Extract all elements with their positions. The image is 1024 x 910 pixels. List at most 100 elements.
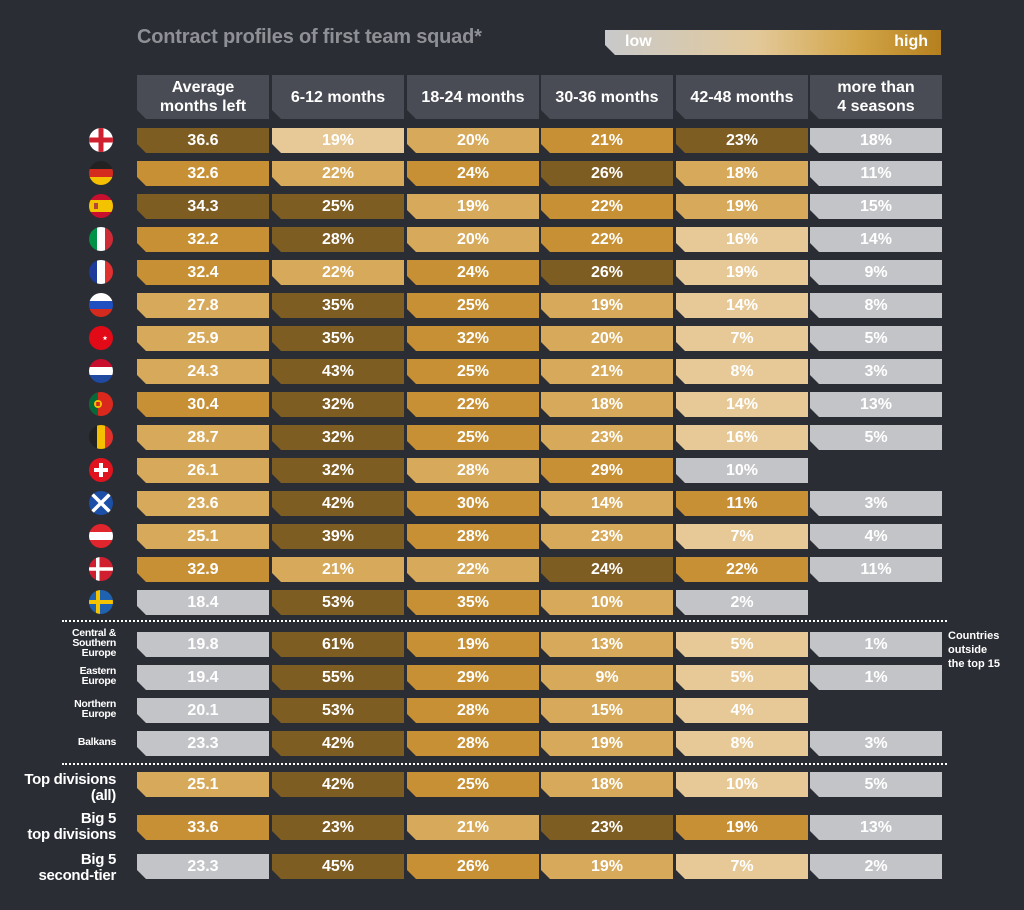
table-cell: 25.1 (137, 772, 269, 797)
table-cell: 10% (541, 590, 673, 615)
table-cell: 4% (810, 524, 942, 549)
table-cell: 32% (272, 458, 404, 483)
france-flag-icon (88, 259, 114, 285)
table-cell: 5% (810, 326, 942, 351)
note-line: the top 15 (948, 658, 1000, 670)
table-cell: 25% (407, 359, 539, 384)
table-cell: 27.8 (137, 293, 269, 318)
table-cell: 19% (676, 260, 808, 285)
switzerland-flag-icon (88, 457, 114, 483)
table-cell: 28% (407, 698, 539, 723)
sweden-flag-icon (88, 589, 114, 615)
table-cell: 33.6 (137, 815, 269, 840)
table-cell: 42% (272, 772, 404, 797)
table-cell: 4% (676, 698, 808, 723)
table-cell: 23.3 (137, 731, 269, 756)
table-cell: 42% (272, 731, 404, 756)
row-label-line: Europe (81, 708, 117, 720)
table-cell: 28% (407, 524, 539, 549)
table-cell: 9% (810, 260, 942, 285)
belgium-flag-icon (88, 424, 114, 450)
table-cell: 26.1 (137, 458, 269, 483)
table-cell: 21% (407, 815, 539, 840)
row-label: Top divisions (all) (0, 772, 116, 804)
table-cell: 14% (676, 392, 808, 417)
row-label-line: Europe (81, 647, 117, 659)
column-header: 30-36 months (541, 75, 673, 119)
table-cell: 19% (541, 731, 673, 756)
table-cell: 19.4 (137, 665, 269, 690)
color-legend: low high (605, 30, 941, 55)
table-cell: 15% (810, 194, 942, 219)
table-cell: 23.6 (137, 491, 269, 516)
table-cell: 34.3 (137, 194, 269, 219)
table-cell: 32.9 (137, 557, 269, 582)
table-cell: 13% (541, 632, 673, 657)
table-cell: 11% (810, 557, 942, 582)
table-cell: 8% (810, 293, 942, 318)
table-cell: 23% (272, 815, 404, 840)
table-cell: 14% (541, 491, 673, 516)
table-cell: 35% (272, 293, 404, 318)
table-cell: 55% (272, 665, 404, 690)
table-cell: 39% (272, 524, 404, 549)
table-cell: 15% (541, 698, 673, 723)
table-cell: 32.6 (137, 161, 269, 186)
england-flag-icon (88, 127, 114, 153)
row-label-line: Europe (81, 675, 117, 687)
table-cell: 22% (676, 557, 808, 582)
table-cell: 18.4 (137, 590, 269, 615)
table-cell: 32% (272, 392, 404, 417)
table-cell: 14% (810, 227, 942, 252)
netherlands-flag-icon (88, 358, 114, 384)
table-cell: 28% (407, 458, 539, 483)
germany-flag-icon (88, 160, 114, 186)
column-header: 42-48 months (676, 75, 808, 119)
column-header: 18-24 months (407, 75, 539, 119)
table-cell: 5% (676, 665, 808, 690)
portugal-flag-icon (88, 391, 114, 417)
table-cell: 22% (272, 260, 404, 285)
row-label-line: Northern (74, 698, 116, 710)
table-cell: 61% (272, 632, 404, 657)
column-header-line: 42-48 months (690, 88, 794, 106)
row-label-line: Big 5 (80, 810, 116, 827)
row-label-line: Southern (72, 637, 116, 649)
column-header: 6-12 months (272, 75, 404, 119)
row-label: Northern Europe (0, 698, 117, 720)
table-cell: 19% (272, 128, 404, 153)
table-cell: 2% (810, 854, 942, 879)
table-cell: 7% (676, 854, 808, 879)
table-cell: 20% (407, 128, 539, 153)
table-cell: 21% (541, 128, 673, 153)
spain-flag-icon (88, 193, 114, 219)
table-cell: 8% (676, 731, 808, 756)
column-header-line: Average (171, 79, 235, 96)
table-cell: 20% (407, 227, 539, 252)
table-cell: 1% (810, 665, 942, 690)
note-line: Countries (948, 630, 1000, 642)
table-cell: 18% (541, 392, 673, 417)
table-cell: 10% (676, 458, 808, 483)
table-cell: 5% (810, 772, 942, 797)
table-cell: 29% (407, 665, 539, 690)
table-cell: 11% (810, 161, 942, 186)
table-cell: 23% (676, 128, 808, 153)
table-cell: 8% (676, 359, 808, 384)
table-cell: 32% (407, 326, 539, 351)
section-divider (62, 763, 947, 765)
table-cell: 3% (810, 731, 942, 756)
row-label-line: Central & (72, 627, 116, 639)
table-cell: 42% (272, 491, 404, 516)
section-divider (62, 620, 947, 622)
table-cell: 3% (810, 491, 942, 516)
column-header-line: 18-24 months (421, 88, 525, 106)
table-cell: 25.9 (137, 326, 269, 351)
table-cell: 19.8 (137, 632, 269, 657)
table-cell: 14% (676, 293, 808, 318)
table-cell: 19% (407, 632, 539, 657)
row-label-line: (all) (90, 787, 116, 804)
table-cell: 23% (541, 524, 673, 549)
table-cell: 28% (407, 731, 539, 756)
table-cell: 20% (541, 326, 673, 351)
